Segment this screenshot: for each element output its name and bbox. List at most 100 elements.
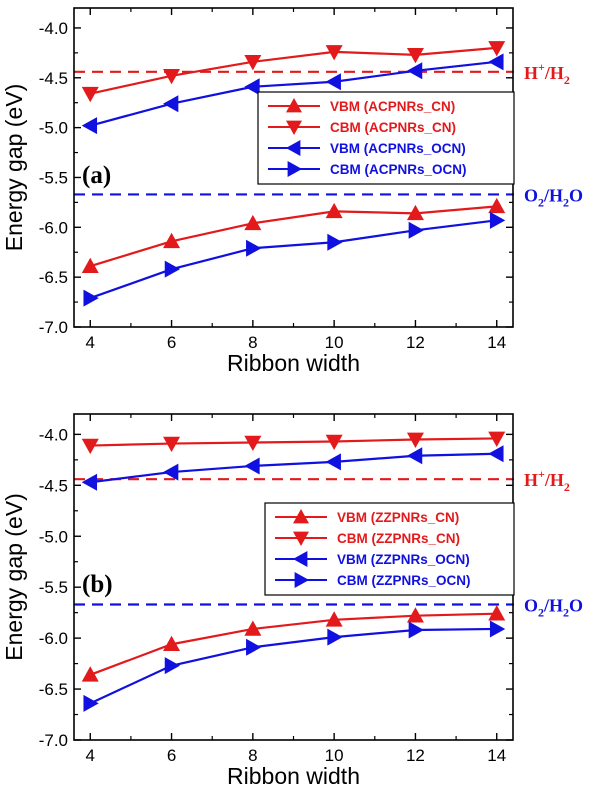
data-point (81, 438, 99, 455)
series-line (89, 219, 497, 300)
y-tick-label: -4.0 (39, 19, 68, 38)
legend-label: VBM (ZZPNRs_OCN) (337, 552, 470, 567)
y-tick-label: -7.0 (39, 318, 68, 337)
reference-label-sub: 2 (538, 606, 544, 620)
y-tick-label: -5.0 (39, 119, 68, 138)
data-point (164, 657, 181, 675)
reference-label-sub: 2 (538, 195, 544, 209)
data-point (488, 41, 506, 57)
data-point (244, 620, 262, 636)
legend: VBM (ACPNRs_CN) CBM (ACPNRs_CN) VBM (ACPNR… (257, 91, 515, 185)
data-point (81, 473, 98, 491)
legend-marker (286, 140, 301, 156)
data-point (406, 204, 424, 221)
reference-label-main: H (524, 63, 538, 83)
series-line (89, 627, 497, 705)
data-point (406, 607, 424, 623)
reference-label-sub: 2 (563, 606, 569, 620)
data-point (163, 68, 181, 85)
legend-label: CBM (ACPNRs_CN) (330, 120, 456, 135)
reference-label: H+/H2 (524, 60, 570, 87)
y-tick-label: -6.0 (39, 218, 68, 237)
series-line (89, 612, 497, 676)
x-tick-label: 4 (86, 333, 95, 352)
data-point (408, 221, 424, 239)
y-tick-label: -4.0 (39, 425, 68, 444)
x-tick-label: 6 (167, 333, 176, 352)
data-point (325, 73, 341, 91)
data-point (81, 117, 98, 135)
x-axis-title: Ribbon width (227, 350, 360, 376)
y-tick-label: -6.0 (39, 629, 68, 648)
data-point (325, 202, 343, 219)
data-point (83, 289, 99, 307)
y-axis-title: Energy gap (eV) (1, 493, 27, 660)
legend-label: VBM (ZZPNRs_CN) (337, 510, 459, 525)
series-line (90, 46, 497, 95)
series-line (90, 437, 497, 447)
data-point (246, 638, 262, 656)
series-line (89, 205, 497, 268)
data-point (164, 260, 181, 278)
y-tick-label: -5.0 (39, 527, 68, 546)
data-point (406, 432, 424, 448)
x-tick-label: 8 (248, 746, 257, 765)
x-tick-label: 4 (86, 746, 95, 765)
y-axis-title: Energy gap (eV) (1, 84, 27, 251)
y-tick-label: -7.0 (39, 731, 68, 750)
legend-marker (293, 551, 308, 567)
data-point (325, 434, 343, 451)
data-point (244, 457, 260, 475)
data-point (488, 431, 506, 447)
legend: VBM (ZZPNRs_CN) CBM (ZZPNRs_CN) VBM (ZZPNR… (264, 502, 515, 596)
y-tick-label: -4.5 (39, 69, 68, 88)
reference-label-main: O (524, 596, 538, 616)
data-point (244, 214, 262, 231)
legend-label: VBM (ACPNRs_OCN) (330, 141, 466, 156)
x-tick-label: 12 (406, 746, 425, 765)
data-point (244, 55, 262, 71)
legend-marker (287, 161, 302, 177)
data-point (489, 620, 506, 638)
data-point (163, 635, 181, 652)
reference-label: O2/H2O (524, 596, 583, 620)
reference-label-main: O (524, 185, 538, 205)
series-line (90, 452, 497, 484)
reference-label-main: H (524, 470, 538, 490)
reference-label: H+/H2 (524, 467, 570, 494)
reference-label-rest: /H (544, 63, 564, 83)
reference-label-rest: /H (543, 185, 563, 205)
reference-label-rest: /H (544, 470, 564, 490)
data-point (488, 53, 504, 71)
reference-label-sub: 2 (564, 73, 570, 87)
reference-label: O2/H2O (524, 185, 583, 209)
reference-label-tail: O (569, 596, 583, 616)
legend-marker (293, 509, 309, 524)
data-point (81, 257, 99, 273)
data-point (488, 197, 506, 214)
data-point (81, 86, 99, 103)
y-tick-label: -4.5 (39, 476, 68, 495)
data-point (325, 611, 343, 627)
y-tick-label: -5.5 (39, 168, 68, 187)
y-tick-label: -6.5 (39, 680, 68, 699)
x-tick-label: 6 (167, 746, 176, 765)
legend-label: CBM (ACPNRs_OCN) (330, 162, 467, 177)
data-point (81, 666, 99, 682)
data-point (489, 211, 506, 229)
data-point (163, 463, 179, 481)
reference-label-sup: + (538, 467, 545, 481)
reference-label-sup: + (538, 60, 545, 74)
data-point (327, 233, 343, 251)
data-point (163, 232, 181, 249)
data-point (406, 48, 424, 64)
y-tick-label: -5.5 (39, 578, 68, 597)
x-tick-label: 10 (325, 333, 344, 352)
x-tick-label: 14 (487, 746, 506, 765)
reference-label-sub: 2 (563, 195, 569, 209)
legend-label: CBM (ZZPNRs_OCN) (337, 573, 471, 588)
data-point (163, 436, 181, 453)
series-line (89, 60, 497, 127)
reference-label-rest: /H (543, 596, 563, 616)
